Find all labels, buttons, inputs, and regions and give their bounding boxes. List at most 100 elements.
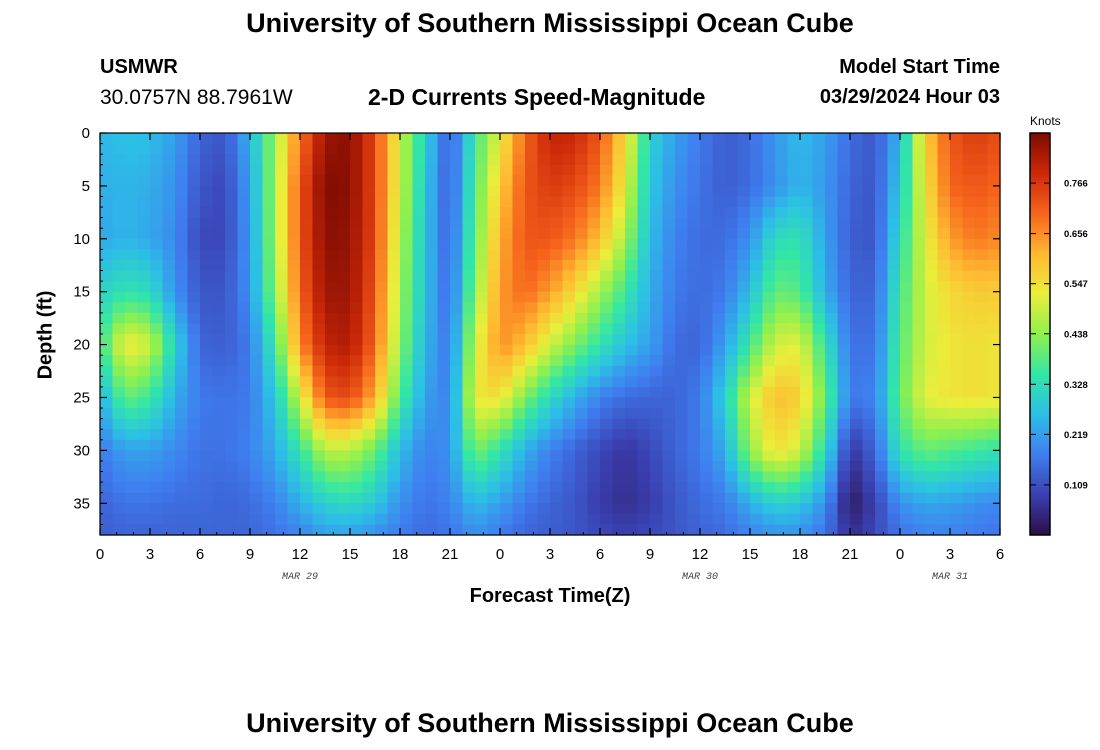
heatmap-cell — [812, 355, 826, 367]
heatmap-cell — [425, 524, 439, 536]
heatmap-cell — [387, 175, 401, 187]
heatmap-cell — [950, 492, 964, 504]
heatmap-cell — [512, 344, 526, 356]
heatmap-cell — [725, 143, 739, 155]
heatmap-cell — [775, 344, 789, 356]
heatmap-cell — [287, 408, 301, 420]
heatmap-cell — [937, 450, 951, 462]
heatmap-cell — [675, 291, 689, 303]
heatmap-cell — [125, 386, 139, 399]
heatmap-cell — [162, 270, 176, 282]
heatmap-cell — [762, 397, 776, 409]
heatmap-cell — [662, 238, 676, 250]
heatmap-cell — [950, 143, 964, 155]
heatmap-cell — [925, 418, 939, 430]
heatmap-cell — [625, 270, 639, 282]
heatmap-cell — [737, 418, 751, 430]
heatmap-cell — [812, 228, 826, 240]
heatmap-cell — [787, 524, 801, 536]
heatmap-cell — [637, 249, 651, 261]
heatmap-cell — [650, 418, 664, 430]
heatmap-cell — [637, 482, 651, 494]
heatmap-cell — [700, 386, 714, 399]
heatmap-cell — [325, 154, 339, 166]
heatmap-cell — [625, 355, 639, 367]
heatmap-cell — [700, 312, 714, 325]
heatmap-cell — [287, 238, 301, 250]
heatmap-cell — [587, 408, 601, 420]
heatmap-cell — [387, 524, 401, 536]
heatmap-cell — [162, 281, 176, 293]
model-start-value: 03/29/2024 Hour 03 — [819, 86, 1000, 108]
heatmap-cell — [750, 281, 764, 293]
heatmap-cell — [512, 291, 526, 303]
heatmap-cell — [325, 513, 339, 526]
heatmap-cell — [825, 513, 839, 526]
heatmap-cell — [312, 228, 326, 240]
heatmap-cell — [362, 439, 376, 451]
heatmap-cell — [575, 164, 589, 176]
heatmap-cell — [262, 259, 276, 272]
heatmap-cell — [937, 238, 951, 250]
heatmap-cell — [537, 143, 551, 155]
heatmap-cell — [537, 429, 551, 441]
heatmap-cell — [400, 492, 414, 504]
heatmap-cell — [487, 175, 501, 187]
heatmap-cell — [625, 185, 639, 198]
heatmap-cell — [762, 249, 776, 261]
heatmap-cell — [662, 164, 676, 176]
heatmap-cell — [150, 524, 164, 536]
heatmap-cell — [750, 249, 764, 261]
heatmap-cell — [112, 460, 126, 473]
heatmap-cell — [150, 228, 164, 240]
heatmap-cell — [362, 429, 376, 441]
heatmap-cell — [125, 259, 139, 272]
heatmap-cell — [800, 185, 814, 198]
heatmap-cell — [775, 185, 789, 198]
heatmap-cell — [712, 376, 726, 388]
heatmap-cell — [562, 154, 576, 166]
heatmap-cell — [912, 482, 926, 494]
heatmap-cell — [375, 259, 389, 272]
heatmap-cell — [375, 450, 389, 462]
heatmap-cell — [975, 386, 989, 399]
colorbar-tick-label: 0.547 — [1064, 279, 1088, 290]
heatmap-cell — [212, 249, 226, 261]
heatmap-cell — [175, 492, 189, 504]
heatmap-cell — [125, 365, 139, 377]
heatmap-cell — [112, 143, 126, 155]
heatmap-cell — [937, 302, 951, 314]
heatmap-cell — [462, 281, 476, 293]
heatmap-cell — [525, 429, 539, 441]
heatmap-cell — [237, 429, 251, 441]
heatmap-cell — [337, 185, 351, 198]
heatmap-cell — [437, 133, 451, 145]
heatmap-cell — [112, 355, 126, 367]
heatmap-cell — [762, 492, 776, 504]
heatmap-cell — [112, 270, 126, 282]
heatmap-cell — [187, 323, 201, 335]
heatmap-cell — [600, 397, 614, 409]
heatmap-cell — [100, 154, 114, 166]
heatmap-cell — [900, 492, 914, 504]
heatmap-cell — [975, 164, 989, 176]
heatmap-cell — [262, 217, 276, 229]
heatmap-cell — [550, 281, 564, 293]
heatmap-cell — [525, 450, 539, 462]
heatmap-cell — [437, 355, 451, 367]
heatmap-cell — [862, 376, 876, 388]
heatmap-cell — [112, 439, 126, 451]
heatmap-cell — [612, 344, 626, 356]
heatmap-cell — [875, 312, 889, 325]
heatmap-cell — [600, 238, 614, 250]
heatmap-cell — [800, 429, 814, 441]
heatmap-cell — [312, 513, 326, 526]
heatmap-cell — [462, 492, 476, 504]
heatmap-cell — [650, 376, 664, 388]
heatmap-cell — [537, 524, 551, 536]
heatmap-cell — [250, 270, 264, 282]
heatmap-cell — [212, 450, 226, 462]
heatmap-cell — [487, 482, 501, 494]
heatmap-cell — [362, 450, 376, 462]
heatmap-cell — [687, 482, 701, 494]
